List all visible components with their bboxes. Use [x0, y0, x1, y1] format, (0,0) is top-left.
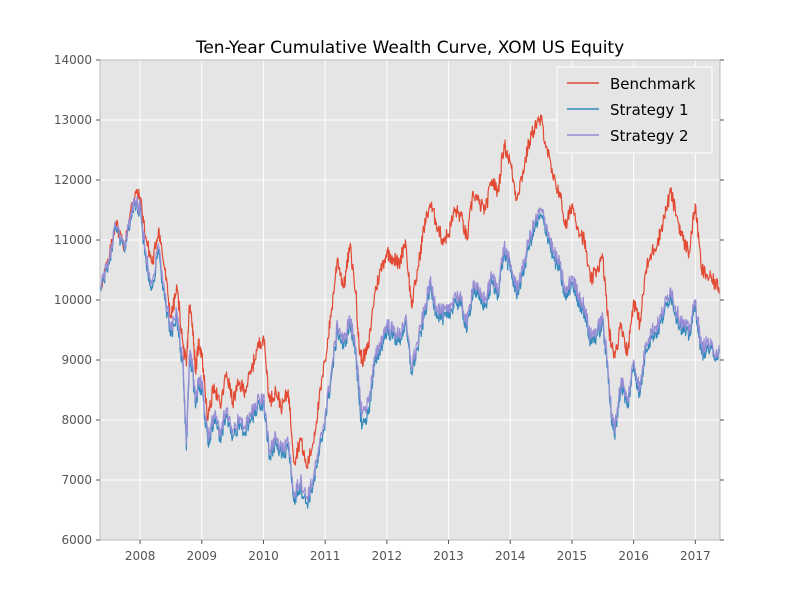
axes: 6000 7000 8000 9000 10000 11000 12000 13000 1400… — [54, 53, 724, 563]
y-tick-label: 10000 — [54, 293, 92, 307]
x-tick-label: 2014 — [495, 549, 526, 563]
series-line-strategy-2 — [99, 195, 721, 503]
x-tick-label: 2012 — [372, 549, 403, 563]
y-tick-label: 13000 — [54, 113, 92, 127]
y-tick-label: 14000 — [54, 53, 92, 67]
y-tick-label: 12000 — [54, 173, 92, 187]
x-tick-label: 2015 — [557, 549, 588, 563]
x-tick-label: 2011 — [310, 549, 341, 563]
x-tick-label: 2016 — [618, 549, 649, 563]
x-tick-label: 2013 — [433, 549, 464, 563]
legend-label: Strategy 2 — [610, 127, 689, 145]
series-line-benchmark — [99, 114, 721, 469]
legend-label: Benchmark — [610, 75, 696, 93]
x-tick-label: 2010 — [248, 549, 279, 563]
x-tick-label: 2017 — [680, 549, 711, 563]
legend-box — [556, 66, 713, 154]
legend: Benchmark Strategy 1 Strategy 2 — [556, 66, 713, 154]
chart-title: Ten-Year Cumulative Wealth Curve, XOM US… — [195, 38, 624, 58]
x-tick-label: 2009 — [187, 549, 218, 563]
y-tick-label: 11000 — [54, 233, 92, 247]
legend-label: Strategy 1 — [610, 101, 689, 119]
y-tick-label: 6000 — [61, 533, 92, 547]
y-tick-label: 9000 — [61, 353, 92, 367]
x-tick-label: 2008 — [125, 549, 156, 563]
series-layer — [99, 114, 721, 509]
y-tick-label: 8000 — [61, 413, 92, 427]
y-tick-label: 7000 — [61, 473, 92, 487]
